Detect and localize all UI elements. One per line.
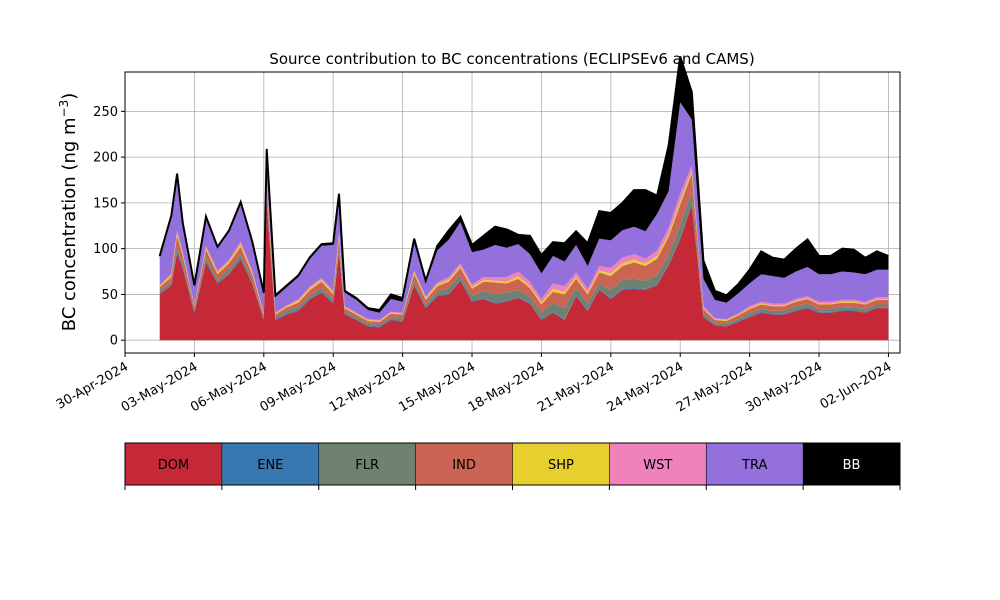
total-line (158, 56, 889, 312)
legend-swatch-tra (706, 443, 804, 485)
legend-swatch-ene (221, 443, 319, 485)
legend-label-tra: TRA (741, 458, 767, 473)
y-axis-label-main: BC concentration (ng m (59, 117, 80, 331)
x-axis: 30-Apr-202403-May-202406-May-202409-May-… (54, 353, 895, 415)
total-series-line (158, 56, 889, 312)
y-tick-label: 250 (93, 105, 118, 120)
x-tick-label: 03-May-2024 (119, 359, 201, 415)
legend-swatch-bb (803, 443, 900, 485)
area-tra (159, 102, 889, 320)
legend-label-ene: ENE (257, 458, 283, 473)
y-axis: 0 50 100 150 200 250 (93, 105, 125, 349)
chart-title: Source contribution to BC concentrations… (269, 50, 754, 68)
y-tick-label: 50 (101, 288, 118, 303)
legend-swatch-dom (125, 443, 222, 485)
area-dom (159, 202, 889, 341)
x-tick-label: 09-May-2024 (258, 359, 340, 415)
y-tick-label: 200 (93, 151, 118, 166)
legend-label-bb: BB (843, 458, 861, 473)
x-tick-label: 06-May-2024 (188, 359, 270, 415)
y-axis-label: BC concentration (ng m−3) (57, 93, 80, 332)
x-tick-label: 24-May-2024 (605, 359, 687, 415)
x-tick-label: 30-May-2024 (743, 359, 825, 415)
legend: DOM ENE FLR IND SHP WST TRA BB (124, 442, 901, 490)
x-tick-label: 27-May-2024 (674, 359, 756, 415)
x-tick-label: 18-May-2024 (466, 359, 548, 415)
legend-label-wst: WST (643, 458, 672, 473)
legend-label-shp: SHP (548, 458, 574, 473)
y-axis-label-close: ) (59, 93, 80, 100)
y-tick-label: 0 (110, 334, 118, 349)
x-tick-label: 21-May-2024 (535, 359, 617, 415)
legend-swatch-flr (318, 443, 416, 485)
x-tick-label: 15-May-2024 (396, 359, 478, 415)
stacked-areas (159, 56, 889, 341)
x-tick-label: 02-Jun-2024 (818, 359, 895, 412)
legend-swatch-wst (609, 443, 707, 485)
legend-label-flr: FLR (355, 458, 379, 473)
legend-frame (124, 442, 901, 486)
y-tick-label: 150 (93, 196, 118, 211)
legend-label-ind: IND (452, 458, 476, 473)
y-axis-label-exponent: −3 (57, 100, 71, 118)
y-tick-label: 100 (93, 242, 118, 257)
legend-label-dom: DOM (158, 458, 189, 473)
legend-swatch-ind (415, 443, 513, 485)
area-flr (159, 191, 889, 327)
x-tick-label: 12-May-2024 (327, 359, 409, 415)
legend-swatch-shp (512, 443, 610, 485)
plot-frame (124, 71, 901, 354)
